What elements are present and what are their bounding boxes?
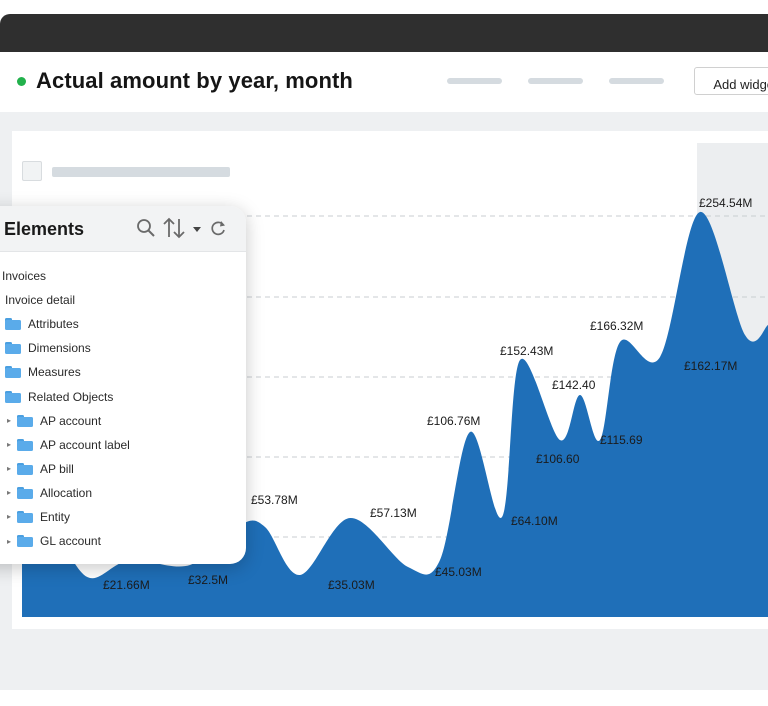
data-label: £166.32M — [590, 319, 643, 333]
sort-icon[interactable] — [162, 216, 186, 245]
tree-item[interactable]: Invoices — [0, 264, 246, 288]
add-widget-button[interactable]: Add widget — [694, 67, 768, 95]
data-label: £45.03M — [435, 565, 482, 579]
folder-icon — [17, 535, 33, 548]
folder-icon — [17, 462, 33, 475]
chevron-right-icon[interactable]: ▸ — [6, 488, 11, 498]
chevron-right-icon[interactable]: ▸ — [6, 440, 11, 450]
tree-item-label: GL account — [40, 534, 101, 549]
tree-item[interactable]: Attributes — [0, 312, 246, 336]
folder-icon — [5, 366, 21, 379]
data-elements-tree: Invoices Invoice detail Attributes Dimensio… — [0, 264, 246, 553]
tree-item-label: Dimensions — [28, 341, 91, 356]
area-series — [22, 211, 768, 617]
data-label: £142.40 — [552, 378, 596, 392]
page-title: Actual amount by year, month — [36, 68, 353, 93]
page-bottom — [0, 690, 768, 706]
tree-item-label: Entity — [40, 509, 71, 524]
chevron-down-icon[interactable] — [192, 221, 202, 239]
refresh-icon[interactable] — [208, 218, 228, 243]
data-label: £106.60 — [536, 452, 580, 466]
data-label: £254.54M — [699, 196, 752, 210]
tree-item[interactable]: Dimensions — [0, 336, 246, 360]
data-label: £162.17M — [684, 359, 737, 373]
tree-item[interactable]: Invoice detail — [0, 288, 246, 312]
search-icon[interactable] — [136, 218, 156, 243]
chevron-right-icon[interactable]: ▸ — [6, 536, 11, 546]
data-label: £57.13M — [370, 506, 417, 520]
chevron-right-icon[interactable]: ▸ — [6, 416, 11, 426]
folder-icon — [17, 438, 33, 451]
select-checkbox[interactable] — [22, 161, 42, 181]
folder-icon — [17, 510, 33, 523]
tree-item-label: AP account label — [40, 437, 130, 452]
header-placeholder-1 — [447, 78, 502, 84]
tree-item-label: Allocation — [40, 485, 93, 500]
data-label: £21.66M — [103, 578, 150, 592]
tree-item[interactable]: ▸ AP bill — [0, 457, 246, 481]
folder-icon — [5, 318, 21, 331]
tree-item-label: Invoice detail — [5, 293, 76, 308]
panel-title: Data Elements — [0, 219, 85, 239]
tree-item-label: AP bill — [40, 461, 74, 476]
folder-icon — [5, 390, 21, 403]
tree-item[interactable]: ▸ Allocation — [0, 481, 246, 505]
panel-header: Data Elements — [0, 206, 246, 252]
filter-placeholder — [52, 167, 230, 177]
window-titlebar — [0, 14, 768, 52]
data-label: £64.10M — [511, 514, 558, 528]
tree-item-label: Invoices — [2, 269, 47, 284]
tree-item[interactable]: ▸ GL account — [0, 529, 246, 553]
header-placeholder-2 — [528, 78, 583, 84]
tree-item[interactable]: ▸ AP account — [0, 409, 246, 433]
tree-item[interactable]: ▸ AP account label — [0, 433, 246, 457]
tree-item-label: Measures — [28, 365, 81, 380]
tree-item-label: AP account — [40, 413, 102, 428]
chevron-right-icon[interactable]: ▸ — [6, 512, 11, 522]
folder-icon — [5, 342, 21, 355]
status-dot — [17, 77, 26, 86]
tree-item[interactable]: Measures — [0, 360, 246, 384]
data-label: £32.5M — [188, 573, 228, 587]
data-label: £35.03M — [328, 578, 375, 592]
data-elements-panel: Data Elements Invoices Invoice detail Attr… — [0, 206, 246, 564]
data-label: £115.69 — [600, 433, 643, 447]
data-label: £106.76M — [427, 414, 480, 428]
header-placeholder-3 — [609, 78, 664, 84]
chevron-right-icon[interactable]: ▸ — [6, 464, 11, 474]
tree-item-label: Related Objects — [28, 389, 114, 404]
tree-item[interactable]: Related Objects — [0, 384, 246, 408]
tree-item-label: Attributes — [28, 317, 79, 332]
data-label: £152.43M — [500, 344, 553, 358]
tree-item[interactable]: ▸ Entity — [0, 505, 246, 529]
folder-icon — [17, 486, 33, 499]
folder-icon — [17, 414, 33, 427]
panel-toolbar — [136, 216, 228, 245]
data-label: £53.78M — [251, 493, 298, 507]
